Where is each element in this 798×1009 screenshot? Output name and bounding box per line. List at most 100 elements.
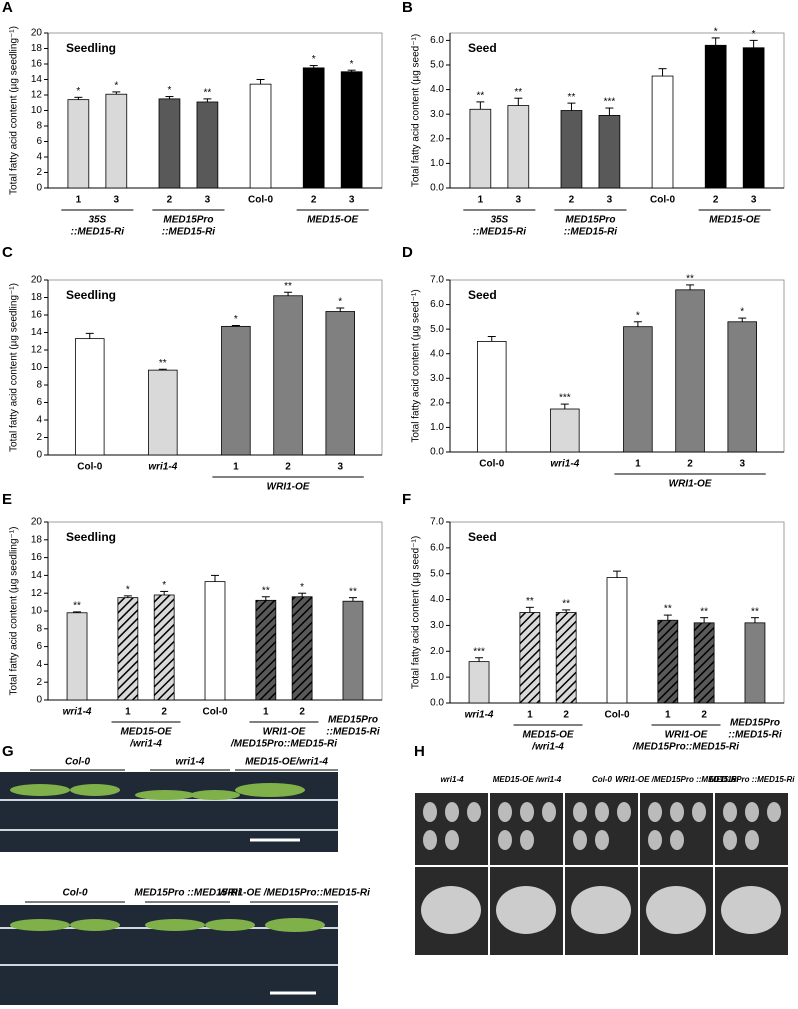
- significance: *: [350, 59, 354, 70]
- panel-label: D: [402, 244, 413, 261]
- bar: [340, 71, 363, 189]
- x-tick-label: 2: [299, 707, 305, 718]
- seed-large: [721, 886, 781, 934]
- bar: [555, 612, 577, 704]
- annotation: Seedling: [66, 288, 116, 302]
- x-tick-label: 2: [285, 462, 291, 473]
- significance: *: [234, 314, 238, 325]
- x-tick-label: 1: [263, 707, 269, 718]
- bar: [74, 338, 105, 456]
- group-label: ::MED15-Ri: [473, 227, 527, 238]
- bar: [519, 612, 541, 704]
- y-tick-label: 2: [36, 432, 42, 443]
- bar: [204, 581, 226, 701]
- group-label: MED15-OE: [709, 215, 760, 226]
- significance: **: [562, 599, 570, 610]
- panel-label: G: [2, 743, 14, 760]
- annotation: Seedling: [66, 41, 116, 55]
- significance: *: [76, 86, 80, 97]
- bar: [550, 408, 580, 453]
- y-axis-label: Total fatty acid content (µg seed⁻¹): [411, 34, 422, 187]
- y-tick-label: 3.0: [430, 109, 444, 120]
- photo-label: Col-0: [63, 888, 88, 899]
- bar: [657, 619, 679, 704]
- bar: [675, 289, 705, 453]
- x-tick-label: 1: [635, 459, 641, 470]
- significance: ***: [473, 646, 485, 657]
- y-tick-label: 16: [31, 59, 43, 70]
- y-tick-label: 20: [31, 275, 43, 286]
- y-tick-label: 4.0: [430, 348, 444, 359]
- panel-label: F: [402, 491, 411, 508]
- seed: [573, 830, 587, 850]
- y-tick-label: 6: [36, 136, 42, 147]
- seed: [648, 830, 662, 850]
- photo-label: MED15-OE /wri1-4: [493, 775, 562, 784]
- y-tick-label: 8: [36, 380, 42, 391]
- group-label: MED15-OE: [307, 215, 358, 226]
- y-tick-label: 6: [36, 397, 42, 408]
- x-tick-label: wri1-4: [465, 710, 494, 721]
- significance: **: [159, 358, 167, 369]
- significance: ***: [604, 97, 616, 108]
- group-label: MED15Pro: [163, 215, 213, 226]
- panel-label: B: [402, 0, 413, 16]
- bar: [117, 597, 139, 701]
- y-tick-label: 0: [36, 450, 42, 461]
- annotation: Seed: [468, 41, 497, 55]
- bar: [67, 99, 90, 189]
- group-label: MED15-OE: [120, 727, 171, 738]
- photo-label: WRI1-OE /MED15Pro ::MED15-Ri: [615, 775, 739, 784]
- x-tick-label: wri1-4: [63, 707, 92, 718]
- significance: *: [338, 297, 342, 308]
- x-tick-label: 2: [563, 710, 569, 721]
- significance: *: [126, 585, 130, 596]
- y-axis-label: Total fatty acid content (µg seedling⁻¹): [9, 26, 20, 195]
- y-tick-label: 4.0: [430, 84, 444, 95]
- significance: **: [700, 606, 708, 617]
- y-tick-label: 2.0: [430, 646, 444, 657]
- x-tick-label: 3: [114, 195, 120, 206]
- seed: [670, 802, 684, 822]
- bar: [598, 115, 621, 189]
- x-tick-label: wri1-4: [148, 462, 177, 473]
- x-tick-label: 2: [311, 195, 317, 206]
- bar: [606, 577, 628, 704]
- significance: **: [476, 91, 484, 102]
- group-label: WRI1-OE: [263, 727, 306, 738]
- group-label: WRI1-OE: [267, 482, 310, 493]
- seed: [445, 802, 459, 822]
- y-tick-label: 1.0: [430, 672, 444, 683]
- y-tick-label: 12: [31, 90, 43, 101]
- significance: **: [73, 601, 81, 612]
- seed: [520, 830, 534, 850]
- significance: **: [514, 87, 522, 98]
- y-tick-label: 12: [31, 345, 43, 356]
- seed: [648, 802, 662, 822]
- y-axis-label: Total fatty acid content (µg seedling⁻¹): [9, 283, 20, 452]
- bar: [153, 594, 175, 701]
- bar: [221, 325, 251, 456]
- group-label: MED15Pro: [328, 715, 378, 726]
- x-tick-label: Col-0: [203, 707, 228, 718]
- panel-label: C: [2, 244, 13, 261]
- group-label: 35S: [490, 215, 508, 226]
- x-tick-label: 2: [569, 195, 575, 206]
- x-tick-label: wri1-4: [550, 459, 579, 470]
- x-tick-label: 1: [125, 707, 131, 718]
- y-tick-label: 16: [31, 310, 43, 321]
- seed-large: [496, 886, 556, 934]
- significance: **: [526, 596, 534, 607]
- photo-label: MED15-OE/wri1-4: [245, 757, 328, 768]
- photo-label: wri1-4: [176, 757, 205, 768]
- bar: [507, 105, 530, 189]
- seed: [767, 802, 781, 822]
- significance: **: [262, 585, 270, 596]
- y-tick-label: 0.0: [430, 183, 444, 194]
- panel-label: H: [414, 743, 425, 760]
- y-tick-label: 2: [36, 677, 42, 688]
- seed: [723, 830, 737, 850]
- bar: [196, 101, 219, 189]
- seed: [520, 802, 534, 822]
- significance: *: [312, 54, 316, 65]
